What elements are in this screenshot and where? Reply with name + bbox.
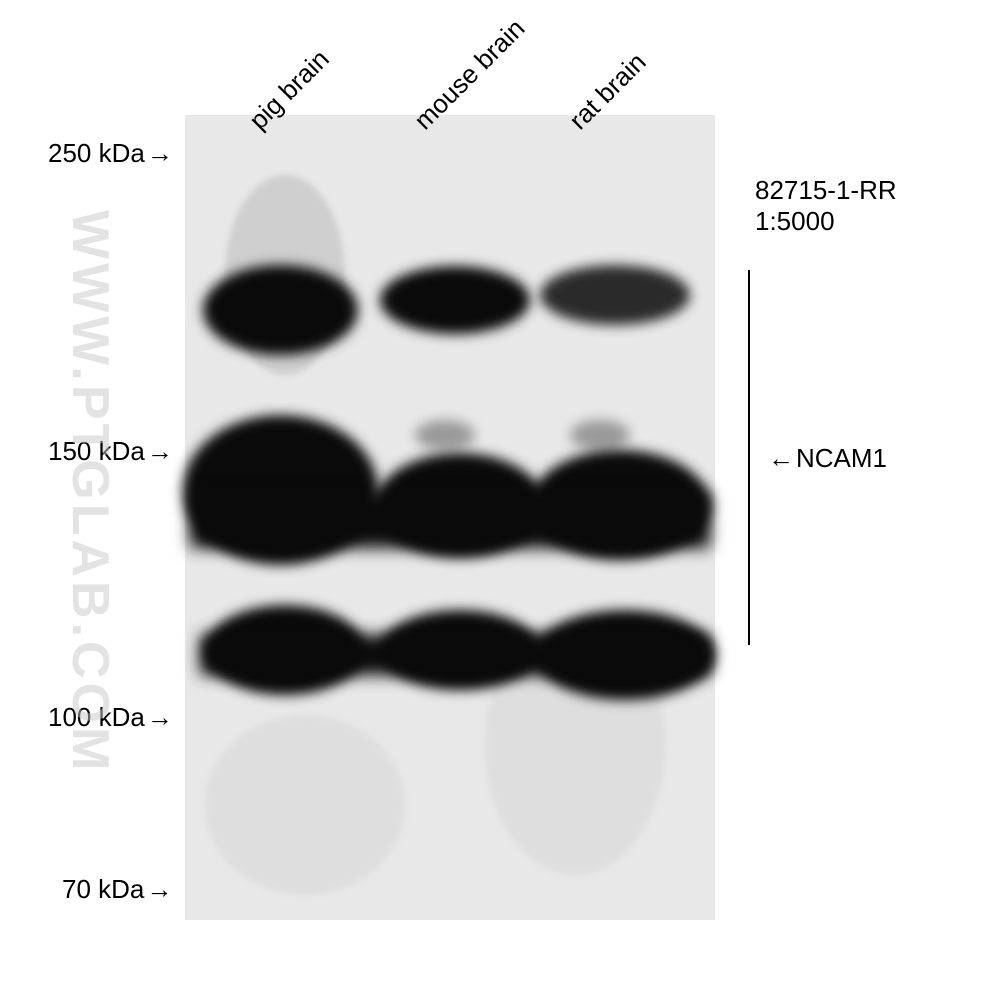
figure-container: WWW.PTGLAB.COM pig brain mouse brain rat… [0,0,1000,1000]
marker-text: 250 kDa [48,138,145,168]
arrow-icon [145,138,173,168]
target-label: NCAM1 [768,443,887,474]
watermark: WWW.PTGLAB.COM [60,210,120,774]
marker-70: 70 kDa [62,874,172,905]
bg-noise [205,715,405,895]
protein-band [190,493,710,548]
protein-band [200,635,710,675]
protein-band [415,420,475,450]
antibody-info: 82715-1-RR 1:5000 [755,175,897,237]
arrow-icon [144,874,172,904]
marker-text: 70 kDa [62,874,144,904]
target-name: NCAM1 [796,443,887,473]
protein-band [380,266,530,334]
protein-band [570,420,630,450]
marker-250: 250 kDa [48,138,173,169]
arrow-icon [768,443,796,473]
protein-band [203,265,358,355]
arrow-icon [145,702,173,732]
antibody-catalog: 82715-1-RR [755,175,897,206]
antibody-dilution: 1:5000 [755,206,897,237]
protein-band [540,265,690,325]
target-bracket [748,270,750,645]
arrow-icon [145,436,173,466]
blot-membrane [185,115,715,920]
